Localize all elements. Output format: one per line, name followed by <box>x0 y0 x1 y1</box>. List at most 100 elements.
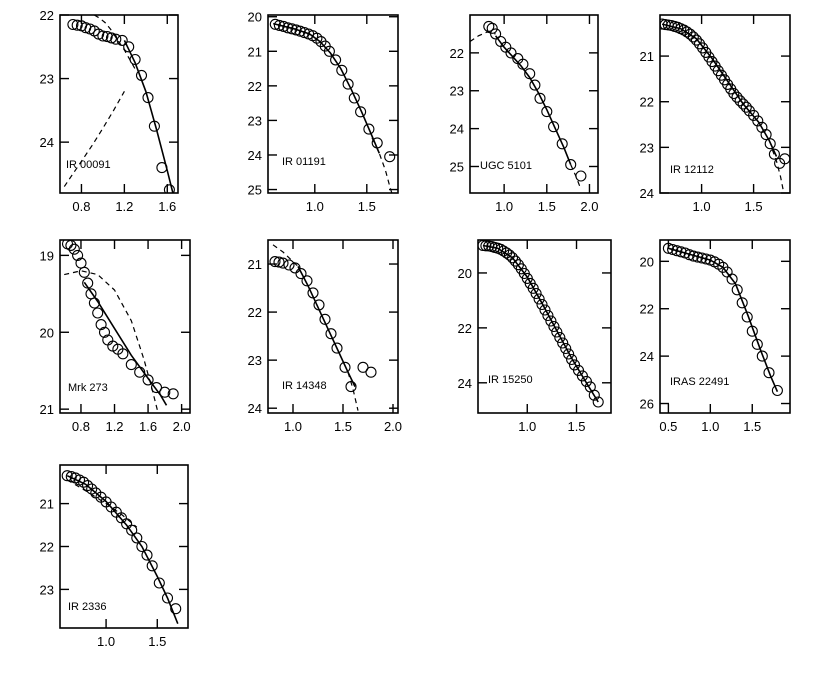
data-point <box>736 297 748 309</box>
data-point <box>667 243 679 256</box>
y-tick-label: 22 <box>450 46 464 61</box>
data-point <box>110 33 122 45</box>
data-point <box>495 243 507 255</box>
x-tick-label: 1.5 <box>745 199 763 214</box>
y-tick-label: 19 <box>40 248 54 263</box>
x-tick-label: 1.5 <box>567 419 585 434</box>
data-point <box>282 22 294 34</box>
data-point <box>741 311 753 323</box>
data-point <box>97 30 109 42</box>
y-tick-label: 24 <box>450 122 464 137</box>
y-tick-label: 25 <box>248 183 262 198</box>
model-curve-dashed <box>66 479 138 528</box>
data-point <box>101 31 113 43</box>
y-tick-label: 24 <box>640 186 654 201</box>
data-point <box>687 250 700 262</box>
data-point <box>478 240 489 252</box>
model-curve-dashed <box>771 149 785 193</box>
y-tick-label: 22 <box>248 79 262 94</box>
panel-label: IR 2336 <box>68 601 107 613</box>
panel-label: IR 01191 <box>282 156 326 168</box>
data-point <box>687 31 699 43</box>
data-point <box>560 342 572 355</box>
panel-4: 1.0 1.5 21 22 23 24 IR 12112 <box>640 14 791 214</box>
y-tick-label: 20 <box>458 266 472 281</box>
panel-label: Mrk 273 <box>68 382 108 394</box>
data-point <box>283 259 295 271</box>
y-tick-label: 22 <box>640 95 654 110</box>
data-point <box>480 240 492 252</box>
data-point <box>509 255 521 267</box>
x-tick-label: 1.5 <box>334 419 352 434</box>
data-point <box>541 106 553 118</box>
x-tick-label: 2.0 <box>384 419 402 434</box>
data-point <box>88 297 100 309</box>
x-tick-label: 1.5 <box>358 199 376 214</box>
panel-label: IRAS 22491 <box>670 376 729 388</box>
model-curve-solid <box>273 22 381 154</box>
data-point <box>696 252 708 264</box>
x-tick-label: 1.2 <box>115 199 133 214</box>
y-tick-label: 21 <box>248 257 262 272</box>
y-tick-label: 24 <box>640 349 654 364</box>
y-tick-label: 23 <box>40 582 54 597</box>
data-point <box>92 307 104 319</box>
data-point <box>286 23 298 35</box>
y-tick-label: 25 <box>450 159 464 174</box>
data-point <box>763 367 775 379</box>
data-point <box>592 396 604 408</box>
data-point <box>503 249 516 261</box>
data-point <box>325 328 337 340</box>
data-point <box>311 32 323 44</box>
data-point <box>500 41 512 53</box>
data-point <box>313 299 325 311</box>
panel-label: UGC 5101 <box>480 160 532 172</box>
data-point <box>556 138 568 150</box>
x-tick-label: 1.0 <box>518 419 536 434</box>
x-tick-label: 1.0 <box>495 199 513 214</box>
x-tick-label: 0.8 <box>72 419 90 434</box>
y-tick-label: 20 <box>248 10 262 25</box>
panel-frame <box>477 239 612 414</box>
data-point <box>277 257 289 269</box>
data-point <box>662 242 674 254</box>
y-tick-label: 23 <box>248 353 262 368</box>
data-point <box>568 359 581 371</box>
data-point <box>86 483 98 495</box>
panel-3: 1.0 1.5 2.0 22 23 24 25 UGC 5101 <box>450 14 599 214</box>
data-point <box>572 364 585 376</box>
data-point <box>339 361 351 373</box>
data-point <box>517 58 529 70</box>
data-point <box>121 518 133 530</box>
data-point <box>529 79 541 91</box>
data-point <box>348 92 360 104</box>
data-point <box>163 184 175 193</box>
x-tick-label: 2.0 <box>173 419 191 434</box>
panel-9: 1.0 1.5 21 22 23 IR 2336 <box>40 464 189 649</box>
data-point <box>98 326 111 338</box>
data-point <box>751 338 763 350</box>
data-point <box>771 384 783 397</box>
y-tick-label: 22 <box>40 540 54 555</box>
data-point <box>363 123 375 135</box>
data-point <box>575 170 587 182</box>
data-point <box>534 92 546 104</box>
data-point <box>752 115 764 127</box>
panel-5: 0.8 1.2 1.6 2.0 19 20 21 Mrk 273 <box>40 239 191 434</box>
data-point <box>384 151 396 163</box>
data-point <box>548 121 560 133</box>
data-point <box>371 137 383 149</box>
data-point <box>72 249 84 261</box>
data-point <box>170 603 182 615</box>
data-point <box>768 148 780 160</box>
data-point <box>141 549 153 561</box>
data-point <box>566 353 578 366</box>
panel-8: 0.5 1.0 1.5 20 22 24 26 IRAS 22491 <box>640 239 791 434</box>
panel-2: 1.0 1.5 20 21 22 23 24 25 IR 01191 <box>248 10 399 214</box>
data-point <box>269 256 281 268</box>
data-point <box>105 32 118 44</box>
panel-label: IR 14348 <box>282 380 327 392</box>
model-curve-solid <box>661 23 778 157</box>
data-point <box>737 98 749 110</box>
data-point <box>273 19 285 31</box>
